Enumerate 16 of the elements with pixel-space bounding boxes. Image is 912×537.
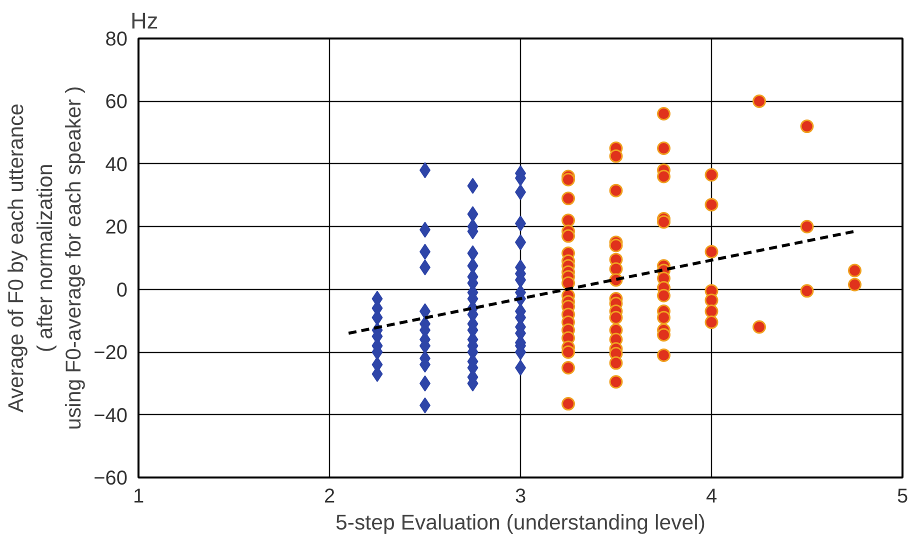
x-axis-title: 5-step Evaluation (understanding level) (336, 510, 706, 534)
text: Hz (130, 8, 158, 34)
x-tick-label: 5 (896, 486, 908, 508)
x-tick-label: 4 (706, 486, 718, 508)
y-tick-label: 20 (105, 216, 128, 239)
y-tick-label: 40 (105, 154, 128, 176)
x-tick-label: 3 (514, 486, 526, 508)
y-tick-label: −20 (94, 342, 128, 364)
x-tick-label: 1 (132, 486, 144, 508)
y-tick-label: −40 (94, 404, 128, 427)
y-tick-label: 60 (105, 91, 128, 114)
y-tick-label: −60 (94, 468, 128, 490)
y-axis-title: Average of F0 by each utterance ( after normalization using F0-average for each speaker ) (4, 86, 86, 430)
y-tick-label: 80 (105, 28, 128, 50)
y-tick-label: 0 (116, 279, 128, 302)
x-tick-label: 2 (324, 486, 336, 508)
